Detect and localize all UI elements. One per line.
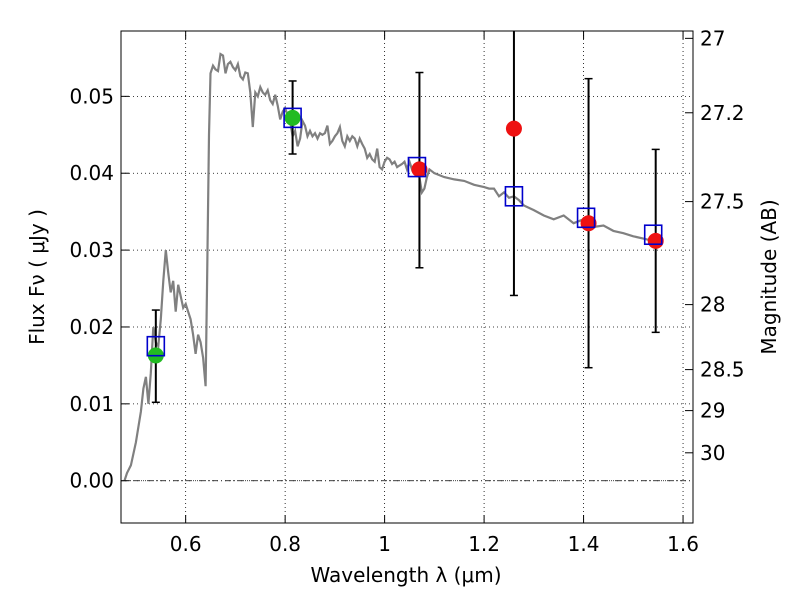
observed-point (284, 109, 301, 126)
magnitude-tick-label: 30 (700, 441, 725, 465)
magnitude-axis-label: Magnitude (AB) (757, 199, 781, 354)
x-tick-label: 1.6 (667, 532, 699, 556)
y-tick-label: 0.00 (69, 469, 114, 493)
magnitude-axis: 27 27.2 27.5 28 28.5 29 30 (685, 26, 745, 465)
model-band-square (504, 185, 524, 207)
x-tick-label: 1.4 (568, 532, 600, 556)
magnitude-tick-label: 28 (700, 293, 725, 317)
x-axis: 0.6 0.8 1 1.2 1.4 1.6 (170, 31, 699, 556)
model-spectrum-group (123, 52, 664, 482)
model-spectrum-line (123, 52, 664, 482)
y-tick-label: 0.02 (69, 315, 114, 339)
y-tick-label: 0.04 (69, 161, 114, 185)
magnitude-tick-label: 29 (700, 399, 725, 423)
x-tick-label: 1.2 (468, 532, 500, 556)
x-tick-label: 1 (378, 532, 391, 556)
grid (121, 31, 693, 523)
y-tick-label: 0.03 (69, 238, 114, 262)
model-band-square (407, 156, 427, 178)
y-tick-label: 0.01 (69, 392, 114, 416)
x-axis-label: Wavelength λ (μm) (310, 563, 501, 587)
y-axis-label: Flux Fν ( μJy ) (25, 209, 49, 345)
model-band-square (643, 224, 663, 246)
model-band-square (576, 207, 596, 229)
magnitude-tick-label: 27.5 (700, 190, 745, 214)
magnitude-tick-label: 27.2 (700, 101, 745, 125)
model-band-squares-group (146, 107, 663, 357)
y-axis: 0.00 0.01 0.02 0.03 0.04 0.05 (69, 84, 129, 493)
model-band-square (283, 107, 302, 129)
x-tick-label: 0.8 (269, 532, 301, 556)
y-tick-label: 0.05 (69, 84, 114, 108)
x-tick-label: 0.6 (170, 532, 202, 556)
plot-frame (120, 30, 694, 524)
observed-point (411, 161, 428, 178)
magnitude-tick-label: 28.5 (700, 358, 745, 382)
model-band-square (146, 335, 166, 357)
magnitude-tick-label: 27 (700, 26, 725, 50)
observed-point (505, 120, 522, 137)
